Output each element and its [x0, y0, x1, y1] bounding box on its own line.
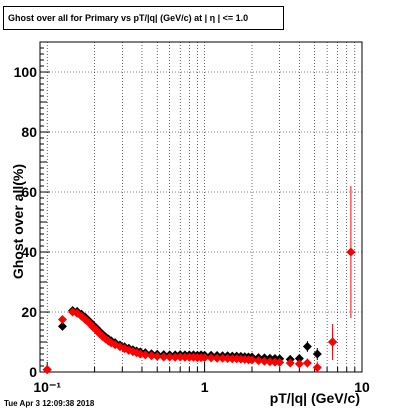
chart-title: Ghost over all for Primary vs pT/|q| (Ge… — [3, 6, 284, 30]
data-point-red — [294, 359, 304, 369]
data-point-red — [57, 315, 67, 324]
data-point-red — [165, 352, 175, 362]
x-axis-label: pT/|q| (GeV/c) — [269, 390, 360, 406]
y-axis-label: Ghost over all(%) — [10, 164, 26, 280]
y-tick-label: 20 — [21, 304, 37, 320]
data-point-red — [147, 351, 157, 361]
y-tick-label: 60 — [21, 184, 37, 200]
data-point-red — [259, 356, 269, 366]
data-point-black — [57, 321, 67, 331]
x-tick-label: 10⁻¹ — [33, 379, 61, 395]
data-point-red — [302, 358, 312, 368]
data-point-black — [312, 349, 322, 359]
data-point-red — [328, 337, 338, 347]
data-point-red — [159, 352, 169, 362]
data-point-red — [206, 353, 216, 363]
data-point-black — [294, 354, 304, 363]
timestamp: Tue Apr 3 12:09:38 2018 — [4, 399, 95, 408]
data-point-red — [170, 352, 180, 362]
data-point-black — [302, 342, 312, 351]
y-tick-label: 100 — [14, 64, 38, 80]
data-point-red — [200, 353, 210, 363]
y-tick-label: 0 — [29, 364, 37, 380]
data-point-red — [218, 353, 228, 363]
data-point-red — [253, 356, 263, 366]
x-tick-label: 10 — [354, 379, 370, 395]
data-point-red — [140, 350, 150, 360]
data-point-red — [247, 355, 257, 365]
axes-frame — [39, 41, 363, 373]
data-point-red — [285, 358, 295, 368]
y-tick-label: 80 — [21, 124, 37, 140]
grid-lines — [40, 42, 362, 372]
y-tick-label: 40 — [21, 244, 37, 260]
data-point-red — [42, 365, 52, 375]
data-points — [42, 247, 356, 375]
data-point-red — [265, 357, 275, 367]
data-point-red — [346, 247, 356, 257]
data-point-red — [312, 363, 322, 372]
data-point-red — [152, 351, 162, 361]
x-tick-label: 1 — [201, 379, 209, 395]
plot-frame — [39, 41, 363, 373]
data-point-red — [212, 353, 222, 363]
data-point-red — [275, 357, 285, 367]
